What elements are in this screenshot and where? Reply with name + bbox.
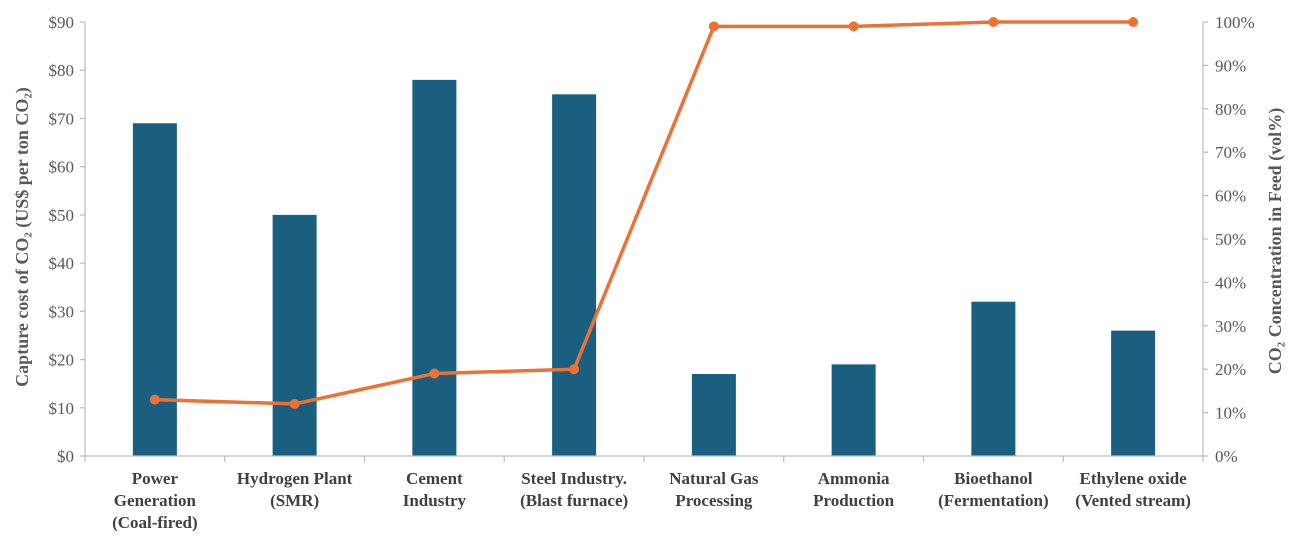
y2-tick-label: 10%: [1215, 404, 1246, 423]
line-point: [1128, 17, 1139, 27]
y2-tick-label: 40%: [1215, 273, 1246, 292]
y2-tick-label: 90%: [1215, 56, 1246, 75]
x-tick-label: Bioethanol (Fermentation): [938, 469, 1048, 510]
line-series: [149, 17, 1139, 409]
bar: [1111, 330, 1156, 456]
bar: [691, 374, 736, 456]
x-tick-label: Hydrogen Plant (SMR): [237, 469, 353, 510]
y2-tick-label: 80%: [1215, 100, 1246, 119]
line-path: [154, 20, 1134, 406]
y2-axis-title: CO₂ Concentration in Feed (vol%): [1265, 108, 1286, 374]
line-point: [149, 394, 160, 405]
x-tick-label: Natural Gas Processing: [669, 469, 759, 510]
y2-tick-label: 0%: [1215, 447, 1238, 466]
left-axis-ticks: $0 $10 $20 $30 $40 $50 $60 $70 $80 $90: [49, 13, 85, 466]
y2-tick-label: 100%: [1215, 13, 1255, 32]
y2-tick-label: 60%: [1215, 187, 1246, 206]
y-tick-label: $60: [49, 158, 75, 177]
bar: [831, 364, 876, 456]
y-tick-label: $80: [49, 61, 75, 80]
y2-tick-label: 70%: [1215, 143, 1246, 162]
line-point: [289, 398, 300, 409]
x-tick-label: Power Generation (Coal-fired): [112, 469, 198, 531]
right-axis-ticks: 0% 10% 20% 30% 40% 50% 60% 70% 80% 90% 100%: [1203, 13, 1255, 466]
bar: [971, 301, 1016, 456]
y2-tick-label: 30%: [1215, 317, 1246, 336]
line-point: [848, 21, 859, 32]
bar: [272, 214, 317, 456]
bar-series: [132, 79, 1156, 457]
line-point: [708, 21, 719, 32]
y-tick-label: $30: [49, 302, 75, 321]
line-point: [429, 368, 440, 379]
x-tick-label: Ethylene oxide (Vented stream): [1075, 469, 1191, 510]
y-tick-label: $70: [49, 109, 75, 128]
y-tick-label: $10: [49, 399, 75, 418]
y-tick-label: $0: [57, 447, 74, 466]
y-tick-label: $20: [49, 351, 75, 370]
bar: [132, 123, 177, 457]
category-labels: Power Generation (Coal-fired) Hydrogen Plan…: [112, 469, 1191, 532]
y2-tick-label: 50%: [1215, 230, 1246, 249]
axes: [84, 22, 1204, 462]
x-tick-label: Steel Industry. (Blast furnace): [520, 469, 628, 510]
y-tick-label: $50: [49, 206, 75, 225]
y2-tick-label: 20%: [1215, 360, 1246, 379]
bar: [412, 79, 457, 456]
y-axis-title: Capture cost of CO₂ (US$ per ton CO₂): [12, 87, 33, 387]
y-tick-label: $40: [49, 254, 75, 273]
line-point: [569, 364, 580, 375]
x-tick-label: Ammonia Production: [813, 469, 894, 510]
line-point: [988, 17, 999, 27]
y-tick-label: $90: [49, 13, 75, 32]
bar: [552, 94, 597, 456]
x-tick-label: Cement Industry: [403, 469, 467, 510]
